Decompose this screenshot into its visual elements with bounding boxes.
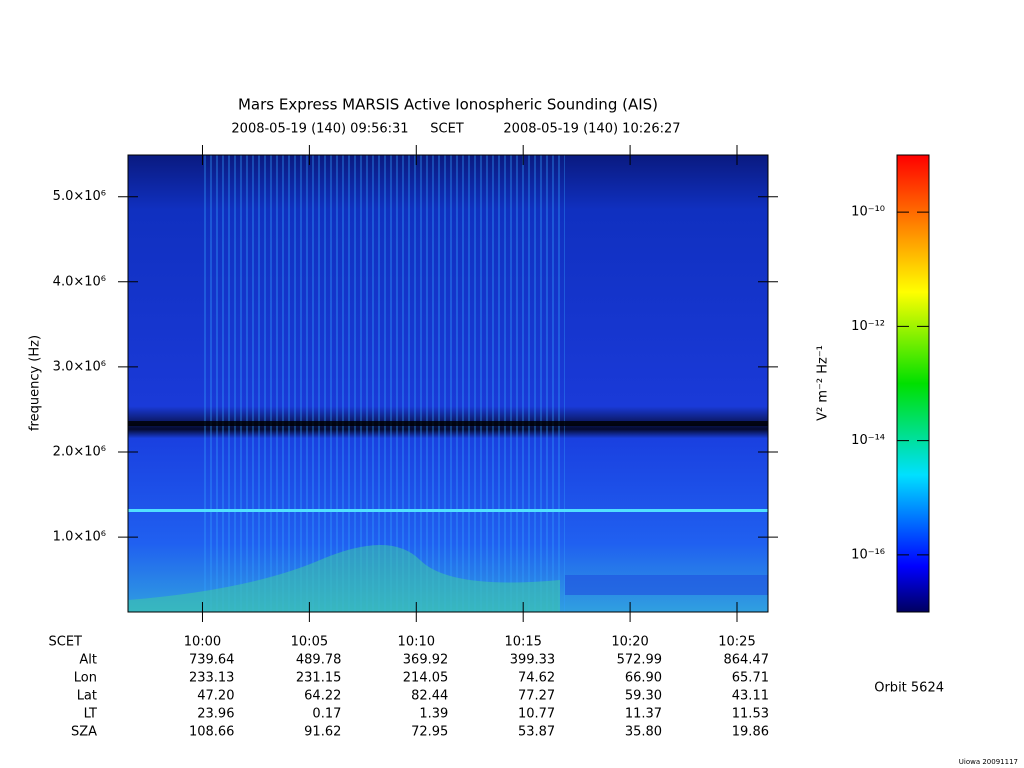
- ephemeris-value: 11.37: [625, 707, 662, 722]
- time-row-label: SCET: [49, 635, 83, 650]
- x-tick-label: 10:15: [504, 635, 541, 650]
- x-tick-label: 10:20: [611, 635, 648, 650]
- y-tick-label: 3.0×10⁶: [53, 359, 106, 374]
- colorbar-tick-label: 10⁻¹⁶: [851, 547, 885, 562]
- colorbar-tick-label: 10⁻¹²: [851, 319, 885, 334]
- y-axis-label: frequency (Hz): [28, 335, 43, 431]
- spectrogram-band: [128, 509, 768, 512]
- spectrogram-band: [128, 421, 768, 426]
- plot-frame: [127, 154, 769, 613]
- ephemeris-value: 35.80: [625, 725, 662, 740]
- ephemeris-value: 82.44: [411, 689, 448, 704]
- ephemeris-row-label: Alt: [79, 653, 97, 668]
- y-tick-label: 4.0×10⁶: [53, 274, 106, 289]
- chart-title: Mars Express MARSIS Active Ionospheric S…: [238, 96, 658, 114]
- ephemeris-value: 108.66: [189, 725, 235, 740]
- spectrogram-band: [565, 575, 768, 595]
- start-time: 2008-05-19 (140) 09:56:31: [231, 122, 408, 137]
- ephemeris-value: 53.87: [518, 725, 555, 740]
- ephemeris-value: 43.11: [732, 689, 769, 704]
- ephemeris-value: 77.27: [518, 689, 555, 704]
- footer: Uiowa 20091117: [959, 758, 1018, 766]
- ephemeris-value: 66.90: [625, 671, 662, 686]
- ephemeris-value: 47.20: [197, 689, 234, 704]
- ephemeris-row-label: LT: [84, 707, 97, 722]
- ephemeris-value: 91.62: [304, 725, 341, 740]
- ephemeris-row-label: Lon: [74, 671, 97, 686]
- ephemeris-value: 72.95: [411, 725, 448, 740]
- colorbar-tick-label: 10⁻¹⁴: [851, 433, 885, 448]
- ephemeris-value: 74.62: [518, 671, 555, 686]
- ephemeris-value: 23.96: [197, 707, 234, 722]
- spectrogram-trace: [128, 545, 560, 612]
- ephemeris-value: 11.53: [732, 707, 769, 722]
- ephemeris-value: 1.39: [419, 707, 448, 722]
- ephemeris-value: 65.71: [732, 671, 769, 686]
- ephemeris-value: 864.47: [723, 653, 769, 668]
- ephemeris-value: 231.15: [296, 671, 342, 686]
- orbit: Orbit 5624: [874, 681, 944, 696]
- x-tick-label: 10:25: [718, 635, 755, 650]
- ephemeris-row-label: Lat: [77, 689, 97, 704]
- ephemeris-value: 59.30: [625, 689, 662, 704]
- ephemeris-value: 10.77: [518, 707, 555, 722]
- x-tick-label: 10:05: [291, 635, 328, 650]
- ephemeris-value: 64.22: [304, 689, 341, 704]
- ephemeris-value: 489.78: [296, 653, 342, 668]
- y-tick-label: 5.0×10⁶: [53, 189, 106, 204]
- ephemeris-value: 572.99: [617, 653, 663, 668]
- ephemeris-row-label: SZA: [71, 725, 97, 740]
- time-frame: SCET: [430, 122, 464, 137]
- x-tick-label: 10:00: [184, 635, 221, 650]
- spectrogram-texture: [200, 155, 565, 612]
- x-tick-label: 10:10: [398, 635, 435, 650]
- ephemeris-value: 399.33: [510, 653, 556, 668]
- colorbar-label: V² m⁻² Hz⁻¹: [816, 345, 831, 421]
- colorbar-tick-label: 10⁻¹⁰: [851, 205, 885, 220]
- ephemeris-value: 233.13: [189, 671, 235, 686]
- colorbar: [896, 154, 930, 613]
- ephemeris-value: 19.86: [732, 725, 769, 740]
- ephemeris-value: 369.92: [403, 653, 449, 668]
- ephemeris-value: 0.17: [312, 707, 341, 722]
- end-time: 2008-05-19 (140) 10:26:27: [503, 122, 680, 137]
- ephemeris-value: 214.05: [403, 671, 449, 686]
- y-tick-label: 1.0×10⁶: [53, 530, 106, 545]
- ephemeris-value: 739.64: [189, 653, 235, 668]
- y-tick-label: 2.0×10⁶: [53, 445, 106, 460]
